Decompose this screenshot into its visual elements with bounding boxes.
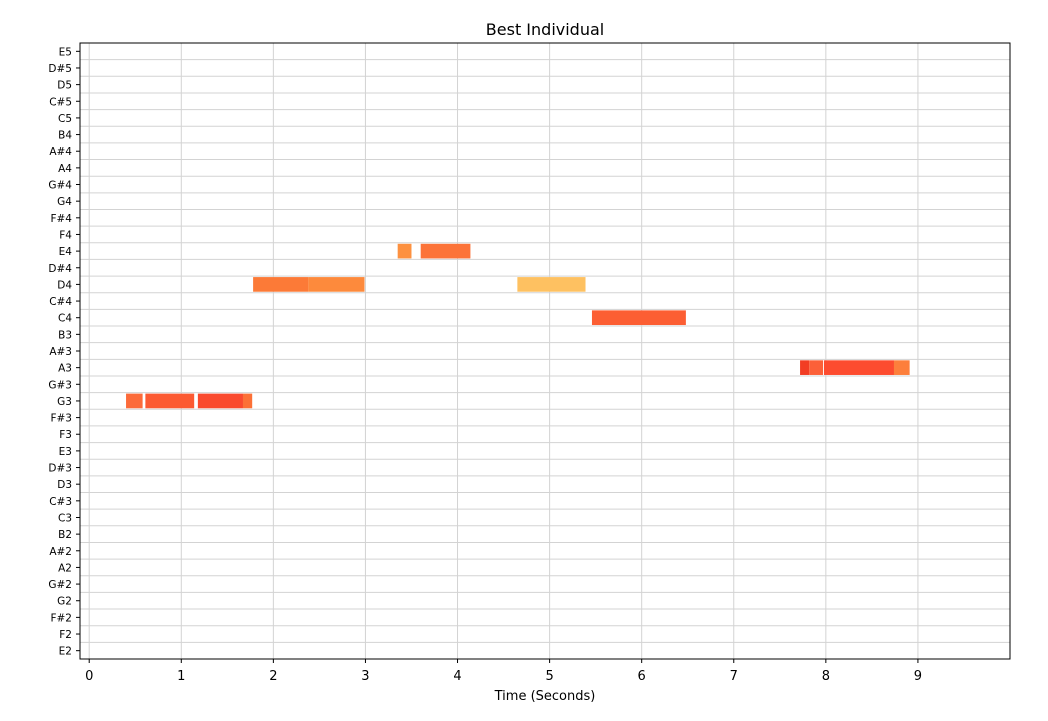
y-tick-label: F3 [59, 429, 72, 441]
y-tick-label: A4 [58, 163, 72, 175]
y-tick-label: D#5 [48, 63, 72, 75]
y-tick-label: C5 [58, 113, 72, 125]
y-tick-label: C#3 [49, 496, 72, 508]
y-tick-label: E3 [59, 446, 72, 458]
note-bar [893, 360, 910, 375]
x-axis-label: Time (Seconds) [494, 689, 596, 704]
y-tick-label: G#4 [48, 180, 72, 192]
x-axis: 0 1 2 3 4 5 6 7 8 9 [85, 659, 922, 684]
chart-title: Best Individual [486, 20, 604, 39]
y-tick-label: G#2 [48, 579, 72, 591]
y-tick-label: G3 [57, 396, 72, 408]
x-tick-label: 9 [914, 669, 922, 684]
x-tick-label: 0 [85, 669, 93, 684]
y-tick-label: C#5 [49, 96, 72, 108]
y-tick-label: F4 [59, 229, 72, 241]
y-tick-label: G#3 [48, 379, 72, 391]
x-tick-label: 7 [730, 669, 738, 684]
note-bar [809, 360, 824, 375]
y-tick-label: F2 [59, 629, 72, 641]
note-bar [517, 277, 586, 292]
x-tick-label: 5 [545, 669, 553, 684]
y-tick-label: D3 [57, 479, 72, 491]
y-tick-label: D5 [57, 80, 72, 92]
note-bar [591, 310, 686, 326]
y-tick-label: A#3 [49, 346, 72, 358]
y-tick-label: B2 [58, 529, 72, 541]
note-bar [253, 277, 309, 292]
note-bar [308, 277, 365, 292]
y-tick-label: B3 [58, 329, 72, 341]
plot-frame [79, 42, 1011, 660]
x-tick-label: 3 [361, 669, 369, 684]
y-tick-label: A3 [58, 363, 72, 375]
note-bar [800, 360, 810, 375]
note-bar [397, 243, 412, 259]
y-tick-label: A2 [58, 562, 72, 574]
y-tick-label: B4 [58, 130, 72, 142]
x-tick-label: 8 [822, 669, 830, 684]
y-tick-label: E5 [59, 46, 72, 58]
note-bar [242, 393, 253, 409]
x-tick-label: 2 [269, 669, 277, 684]
note-bar [126, 393, 143, 409]
y-tick-label: F#4 [50, 213, 72, 225]
y-tick-label: F#2 [50, 612, 72, 624]
y-tick-label: D4 [57, 279, 72, 291]
y-tick-label: D#4 [48, 263, 72, 275]
y-tick-label: E4 [59, 246, 73, 258]
y-axis: E5 D#5 D5 C#5 C5 B4 A#4 A4 G#4 G4 F#4 F4 E4 D#4 D4 C#4 C… [48, 46, 80, 658]
y-tick-label: G4 [57, 196, 72, 208]
y-tick-label: C4 [58, 313, 72, 325]
notes-layer [126, 243, 910, 409]
x-tick-label: 6 [638, 669, 646, 684]
y-tick-label: A#4 [49, 146, 72, 158]
y-tick-label: A#2 [49, 546, 72, 558]
x-tick-label: 4 [453, 669, 461, 684]
y-tick-label: F#3 [50, 413, 72, 425]
note-bar [197, 393, 243, 409]
x-tick-label: 1 [177, 669, 185, 684]
y-tick-label: C#4 [49, 296, 72, 308]
y-tick-label: C3 [58, 512, 72, 524]
note-bar [824, 360, 894, 375]
note-bar [420, 243, 471, 259]
y-tick-label: D#3 [48, 463, 72, 475]
y-tick-label: G2 [57, 596, 72, 608]
y-tick-label: E2 [59, 646, 72, 658]
grid-lines [80, 43, 1010, 659]
note-bar [145, 393, 195, 409]
